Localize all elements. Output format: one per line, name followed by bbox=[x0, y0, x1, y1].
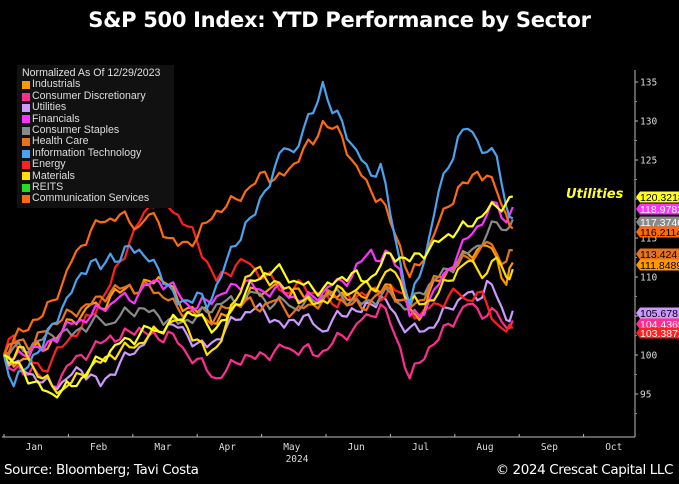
utilities-annotation: Utilities bbox=[566, 187, 624, 202]
legend-label: Industrials bbox=[32, 78, 81, 91]
series-line-energy bbox=[2, 193, 514, 373]
end-label-box bbox=[636, 318, 679, 330]
legend-swatch bbox=[22, 160, 30, 169]
series-line-consumer-discretionary bbox=[2, 302, 514, 389]
legend-label: Financials bbox=[32, 112, 80, 125]
x-tick-label: Mar bbox=[154, 442, 171, 453]
end-label-tag: 117.3746 bbox=[636, 216, 679, 229]
legend-label: Energy bbox=[32, 158, 66, 171]
end-label-value: 111.8489 bbox=[640, 260, 679, 272]
end-label-tag: 118.9782 bbox=[636, 203, 679, 216]
legend-item: Materials bbox=[22, 169, 170, 182]
legend-swatch bbox=[22, 115, 30, 124]
legend-label: REITS bbox=[32, 181, 64, 194]
end-label-value: 103.3872 bbox=[640, 328, 679, 340]
end-label-box bbox=[636, 203, 679, 215]
chart-title: S&P 500 Index: YTD Performance by Sector bbox=[88, 8, 591, 32]
end-label-value: 120.3218 bbox=[640, 192, 679, 204]
legend-label: Communication Services bbox=[32, 192, 150, 205]
x-tick-label: May bbox=[283, 442, 300, 453]
end-label-value: 116.2114 bbox=[640, 227, 679, 239]
y-tick-label: 115 bbox=[640, 234, 657, 245]
legend-label: Materials bbox=[32, 169, 75, 182]
y-tick-label: 110 bbox=[640, 273, 657, 284]
legend-item: REITS bbox=[22, 181, 170, 194]
series-line-utilities-highlighted bbox=[3, 195, 513, 399]
x-tick-label: Oct bbox=[605, 442, 622, 453]
legend-swatch bbox=[22, 183, 30, 192]
series-line-information-technology bbox=[2, 80, 514, 388]
copyright-note: © 2024 Crescat Capital LLC bbox=[495, 462, 674, 478]
legend-item: Financials bbox=[22, 112, 170, 125]
legend-item: Industrials bbox=[22, 78, 170, 91]
legend-swatch bbox=[22, 172, 30, 181]
end-label-box bbox=[636, 259, 679, 271]
end-label-box bbox=[636, 216, 679, 228]
series-line-communication-services bbox=[3, 119, 514, 356]
end-label-value: 117.3746 bbox=[640, 217, 679, 229]
end-label-value: 113.424 bbox=[640, 249, 677, 261]
axes: Jan Feb Mar Apr May Jun Jul Aug Sep Oct 2024 95 100 1… bbox=[2, 70, 657, 465]
legend-swatch bbox=[22, 195, 30, 204]
series-line-health-care bbox=[2, 240, 513, 356]
series-line-industrials bbox=[3, 244, 514, 368]
legend-item: Energy bbox=[22, 158, 170, 171]
legend-item: Consumer Discretionary bbox=[22, 89, 170, 102]
legend-item: Consumer Staples bbox=[22, 124, 170, 137]
x-tick-label: Jun bbox=[348, 442, 365, 453]
x-tick-label: Sep bbox=[541, 442, 558, 453]
legend-swatch bbox=[22, 81, 30, 90]
x-tick-label: Feb bbox=[90, 442, 107, 453]
end-label-box bbox=[636, 191, 679, 203]
legend-swatch bbox=[22, 138, 30, 147]
end-label-box bbox=[636, 226, 679, 238]
y-tick-label: 135 bbox=[640, 78, 657, 89]
legend-swatch bbox=[22, 103, 30, 112]
legend-item: Health Care bbox=[22, 136, 170, 147]
legend-swatch bbox=[22, 149, 30, 158]
legend-swatch bbox=[22, 126, 30, 135]
legend-item: Communication Services bbox=[22, 193, 170, 204]
legend-label: Information Technology bbox=[32, 146, 142, 159]
legend-swatch bbox=[22, 92, 30, 101]
legend-label: Utilities bbox=[32, 101, 67, 114]
x-tick-label: Jan bbox=[26, 442, 43, 453]
legend-item: Utilities bbox=[22, 101, 170, 114]
y-tick-label: 130 bbox=[640, 117, 657, 128]
end-label-tag: 113.424 bbox=[636, 248, 679, 261]
end-label-tag: 111.8489 bbox=[636, 259, 679, 272]
series-layer bbox=[2, 80, 514, 399]
x-tick-label: Apr bbox=[219, 442, 236, 453]
y-tick-label: 100 bbox=[640, 351, 657, 362]
end-label-tag: 116.2114 bbox=[636, 226, 679, 239]
legend-label: Consumer Discretionary bbox=[32, 89, 146, 102]
y-tick-label: 125 bbox=[640, 156, 657, 167]
x-tick-label: Aug bbox=[476, 442, 493, 453]
end-labels: 120.3218118.9782117.3746116.2114113.4241… bbox=[636, 191, 679, 340]
legend-title: Normalized As Of 12/29/2023 bbox=[22, 67, 161, 79]
end-label-box bbox=[636, 307, 679, 319]
end-label-box bbox=[636, 248, 679, 260]
legend-label: Consumer Staples bbox=[32, 124, 120, 137]
source-note: Source: Bloomberg; Tavi Costa bbox=[4, 462, 199, 478]
end-label-tag: 120.3218 bbox=[636, 191, 679, 204]
end-label-box bbox=[636, 327, 679, 339]
y-tick-label: 95 bbox=[640, 390, 651, 401]
legend: Normalized As Of 12/29/2023 Industrials C… bbox=[17, 65, 174, 208]
series-line-utilities bbox=[2, 279, 514, 391]
series-line-financials bbox=[3, 200, 514, 360]
end-label-tag: 103.3872 bbox=[636, 327, 679, 340]
end-label-value: 118.9782 bbox=[640, 204, 679, 216]
x-year-label: 2024 bbox=[286, 454, 309, 465]
x-tick-label: Jul bbox=[412, 442, 429, 453]
legend-label: Health Care bbox=[32, 135, 89, 148]
legend-item: Information Technology bbox=[22, 146, 170, 159]
